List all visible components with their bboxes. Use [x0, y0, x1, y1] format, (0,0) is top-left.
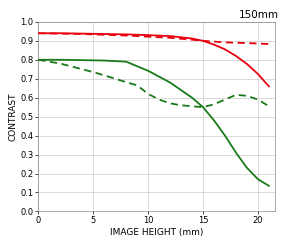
- Y-axis label: CONTRAST: CONTRAST: [9, 92, 17, 141]
- X-axis label: IMAGE HEIGHT (mm): IMAGE HEIGHT (mm): [110, 228, 204, 237]
- Text: 150mm: 150mm: [238, 10, 278, 20]
